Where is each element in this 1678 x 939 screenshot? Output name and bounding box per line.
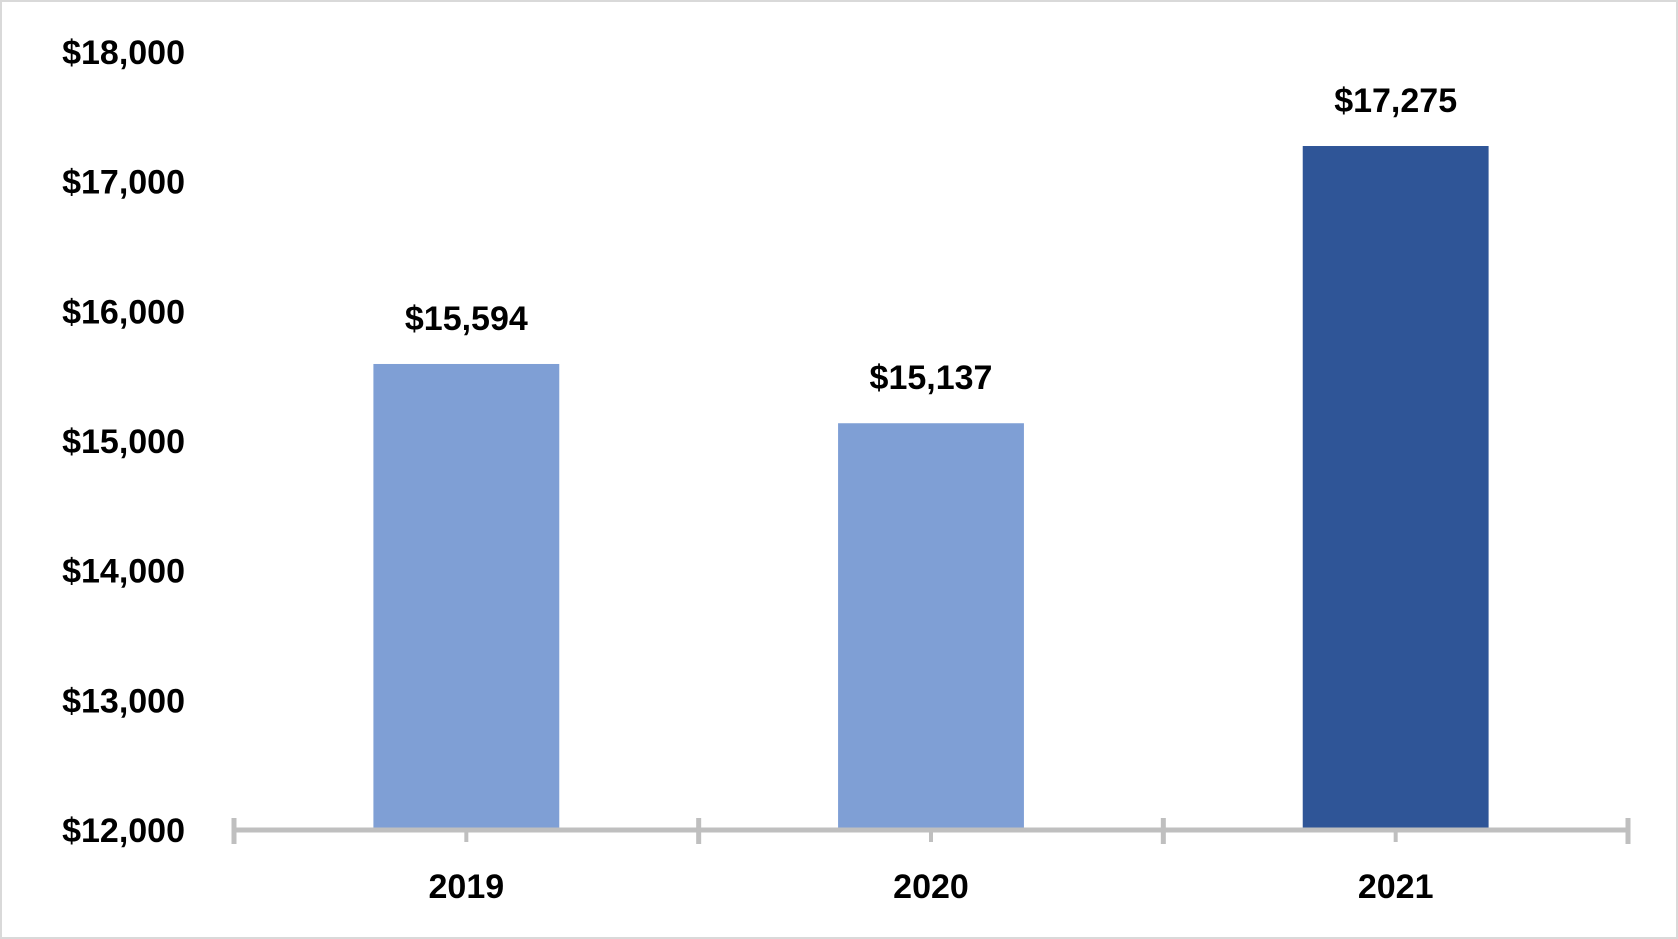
x-category-label: 2020 bbox=[893, 868, 969, 906]
x-axis bbox=[231, 818, 1631, 844]
data-label-2021: $17,275 bbox=[1334, 82, 1457, 120]
y-tick-label: $14,000 bbox=[62, 553, 185, 591]
y-tick-label: $15,000 bbox=[62, 423, 185, 461]
bar-2021 bbox=[1302, 146, 1489, 831]
data-label-2020: $15,137 bbox=[870, 359, 993, 397]
x-category-label: 2021 bbox=[1358, 868, 1434, 906]
y-tick-label: $16,000 bbox=[62, 293, 185, 331]
y-tick-label: $12,000 bbox=[62, 812, 185, 850]
x-category-label: 2019 bbox=[429, 868, 505, 906]
y-axis-tick-labels: $12,000 $13,000 $14,000 $15,000 $16,000 $17,0… bbox=[62, 34, 185, 850]
data-label-2019: $15,594 bbox=[405, 300, 528, 338]
y-tick-label: $18,000 bbox=[62, 34, 185, 72]
x-axis-category-labels: 2019 2020 2021 bbox=[429, 868, 1434, 906]
bar-2020 bbox=[838, 423, 1024, 830]
y-tick-label: $13,000 bbox=[62, 682, 185, 720]
y-tick-label: $17,000 bbox=[62, 164, 185, 202]
data-labels: $15,594 $15,137 $17,275 bbox=[405, 82, 1457, 397]
bar-series bbox=[373, 146, 1489, 831]
bar-2019 bbox=[373, 363, 560, 830]
